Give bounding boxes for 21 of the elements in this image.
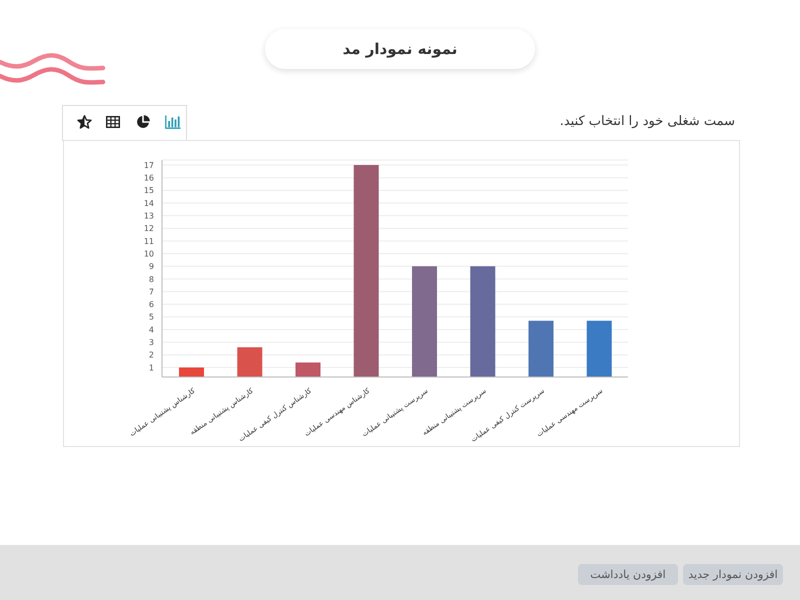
y-tick-label: 12 <box>144 224 154 234</box>
y-tick-label: 1 <box>148 363 154 372</box>
y-tick-label: 10 <box>144 249 154 258</box>
chart-subtitle: سمت شغلی خود را انتخاب کنید. <box>560 114 735 129</box>
y-tick-label: 4 <box>148 325 154 334</box>
button: افزودن یادداشت <box>578 564 678 585</box>
y-tick-label: 8 <box>148 274 154 284</box>
y-tick-label: 6 <box>148 300 154 310</box>
y-tick-label: 2 <box>148 350 154 360</box>
y-tick-label: 9 <box>148 262 154 272</box>
y-tick-label: 16 <box>144 174 154 183</box>
y-tick-label: 7 <box>148 287 154 296</box>
y-tick-label: 17 <box>144 160 154 170</box>
button: افزودن نمودار جدید <box>683 564 783 585</box>
y-tick-label: 11 <box>144 236 154 246</box>
y-tick-label: 3 <box>148 338 154 348</box>
y-tick-label: 14 <box>144 198 154 208</box>
y-tick-label: 5 <box>148 312 154 322</box>
y-tick-label: 15 <box>144 186 154 196</box>
y-tick-label: 13 <box>144 212 154 221</box>
chart-title: نمونه نمودار مد <box>342 40 458 58</box>
